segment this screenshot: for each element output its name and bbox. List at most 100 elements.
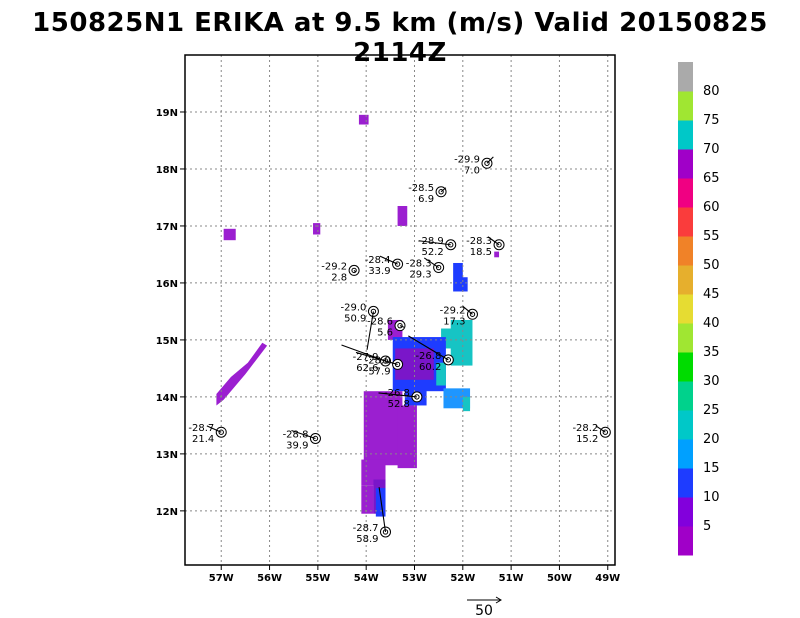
station-temperature: -28.0: [365, 355, 391, 366]
wind-vector: [355, 351, 398, 365]
wind-vector: [399, 325, 405, 328]
colorbar-swatch: [678, 178, 693, 208]
observation-station: -29.22.8: [321, 261, 360, 283]
station-marker-inner: [445, 357, 452, 363]
observation-station: -28.721.4: [188, 423, 227, 445]
station-temperature: -28.2: [572, 423, 598, 434]
colorbar-swatch: [678, 265, 693, 295]
station-marker-inner: [351, 267, 357, 274]
colorbar-label: 40: [703, 316, 720, 331]
colorbar-label: 75: [703, 113, 720, 128]
station-marker-inner: [312, 435, 319, 442]
colorbar-swatch: [678, 468, 693, 498]
observation-station: -28.758.9: [353, 487, 392, 545]
colorbar-swatch: [678, 91, 693, 121]
wind-vector: [440, 187, 447, 193]
shading-cell: [363, 391, 403, 466]
colorbar-label: 20: [703, 432, 720, 447]
station-temperature: -26.8: [384, 388, 410, 399]
station-wind-speed: 62.6: [356, 363, 378, 374]
reference-vector-arrowhead: [495, 596, 502, 604]
colorbar-swatch: [678, 497, 693, 527]
station-temperature: -26.8: [415, 351, 441, 362]
colorbar-label: 25: [703, 403, 720, 418]
colorbar-label: 35: [703, 345, 720, 360]
wind-speed-shading: [216, 114, 500, 517]
station-temperature: -28.3: [406, 259, 432, 270]
station-marker-inner: [496, 242, 502, 248]
wind-vector: [353, 270, 357, 273]
y-tick-label: 19N: [156, 108, 178, 119]
observation-station: -26.852.8: [378, 388, 423, 410]
observation-station: -26.860.2: [408, 335, 454, 373]
station-wind-speed: 29.3: [409, 270, 431, 281]
colorbar-label: 55: [703, 229, 720, 244]
station-marker-inner: [394, 361, 401, 368]
shading-band: [216, 342, 268, 406]
station-temperature: -28.4: [365, 255, 391, 266]
observation-station: -29.217.3: [440, 305, 478, 327]
x-tick-label: 52W: [450, 573, 475, 584]
chart-title: 150825N1 ERIKA at 9.5 km (m/s) Valid 201…: [32, 8, 768, 68]
y-tick-label: 18N: [156, 165, 178, 176]
y-tick-label: 12N: [156, 507, 178, 518]
reference-vector: 50: [467, 596, 502, 618]
axis-ticks: 57W 56W 55W 54W 53W 52W 51W 50W 49W 12N 13N 14N 15N 1…: [156, 108, 621, 584]
colorbar-swatch: [678, 323, 693, 353]
station-wind-speed: 15.2: [576, 434, 598, 445]
shading-cell: [453, 262, 463, 292]
y-tick-label: 16N: [156, 279, 178, 290]
station-temperature: -29.2: [440, 305, 466, 316]
wind-vector: [366, 311, 374, 350]
shading-cell: [313, 223, 321, 235]
station-wind-speed: 50.9: [344, 313, 366, 324]
station-marker-inner: [484, 160, 490, 166]
x-tick-label: 57W: [209, 573, 234, 584]
shading-cell: [358, 114, 369, 125]
colorbar-swatch: [678, 352, 693, 382]
colorbar-swatch: [678, 149, 693, 179]
colorbar-label: 30: [703, 374, 720, 389]
x-tick-label: 55W: [305, 573, 330, 584]
station-temperature: -29.2: [321, 261, 347, 272]
y-tick-label: 15N: [156, 336, 178, 347]
station-wind-speed: 7.0: [464, 165, 480, 176]
shading-cell: [436, 362, 446, 386]
wind-vector: [418, 240, 451, 246]
wind-vector: [487, 236, 500, 246]
colorbar-label: 80: [703, 84, 720, 99]
colorbar-swatch: [678, 207, 693, 237]
station-marker-inner: [394, 261, 401, 267]
station-wind-speed: 18.5: [470, 247, 492, 258]
x-tick-label: 51W: [499, 573, 524, 584]
shading-cell: [494, 251, 500, 258]
wind-vector: [206, 425, 222, 433]
colorbar-swatch: [678, 381, 693, 411]
wind-vector: [379, 255, 398, 265]
observation-station: -28.56.9: [408, 183, 447, 205]
observation-station: -29.97.0: [454, 154, 494, 176]
observation-stations: -29.97.0-28.56.9-28.952.2-28.318.5-28.43…: [188, 154, 611, 545]
y-tick-label: 17N: [156, 222, 178, 233]
colorbar-swatch: [678, 120, 693, 150]
shading-cell: [223, 228, 236, 241]
wind-vector: [462, 305, 473, 315]
station-temperature: -28.7: [353, 523, 379, 534]
x-tick-label: 53W: [402, 573, 427, 584]
colorbar-swatch: [678, 62, 693, 92]
shading-cell: [397, 405, 417, 469]
observation-station: -28.318.5: [466, 236, 505, 258]
station-wind-speed: 57.9: [368, 366, 390, 377]
station-wind-speed: 21.4: [192, 434, 214, 445]
station-wind-speed: 60.2: [419, 362, 441, 373]
observation-station: -28.057.9: [355, 351, 404, 377]
colorbar-label: 65: [703, 171, 720, 186]
wind-vector: [423, 257, 439, 269]
colorbar-label: 70: [703, 142, 720, 157]
shading-cell: [361, 485, 374, 514]
station-temperature: -29.0: [341, 302, 367, 313]
wind-vector: [595, 425, 606, 433]
station-temperature: -27.9: [353, 352, 379, 363]
station-temperature: -28.3: [466, 236, 492, 247]
